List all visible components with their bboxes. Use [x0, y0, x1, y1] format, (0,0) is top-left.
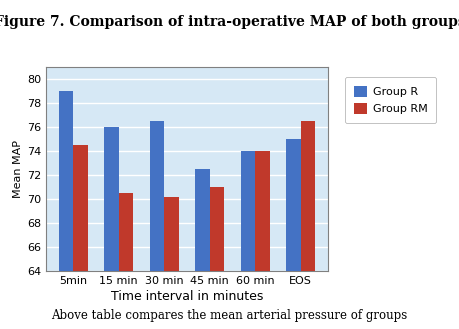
Legend: Group R, Group RM: Group R, Group RM	[345, 77, 437, 123]
Text: Above table compares the mean arterial pressure of groups: Above table compares the mean arterial p…	[51, 309, 408, 322]
X-axis label: Time interval in minutes: Time interval in minutes	[111, 291, 263, 303]
Bar	[255, 151, 270, 329]
Bar	[286, 139, 301, 329]
Text: Figure 7. Comparison of intra-operative MAP of both groups: Figure 7. Comparison of intra-operative …	[0, 15, 459, 29]
Bar	[150, 121, 164, 329]
Bar	[301, 121, 315, 329]
Bar	[59, 91, 73, 329]
Bar	[119, 193, 134, 329]
Bar	[195, 169, 210, 329]
Bar	[73, 145, 88, 329]
Bar	[104, 127, 119, 329]
Bar	[210, 188, 224, 329]
Bar	[241, 151, 255, 329]
Bar	[164, 197, 179, 329]
Y-axis label: Mean MAP: Mean MAP	[12, 140, 22, 198]
